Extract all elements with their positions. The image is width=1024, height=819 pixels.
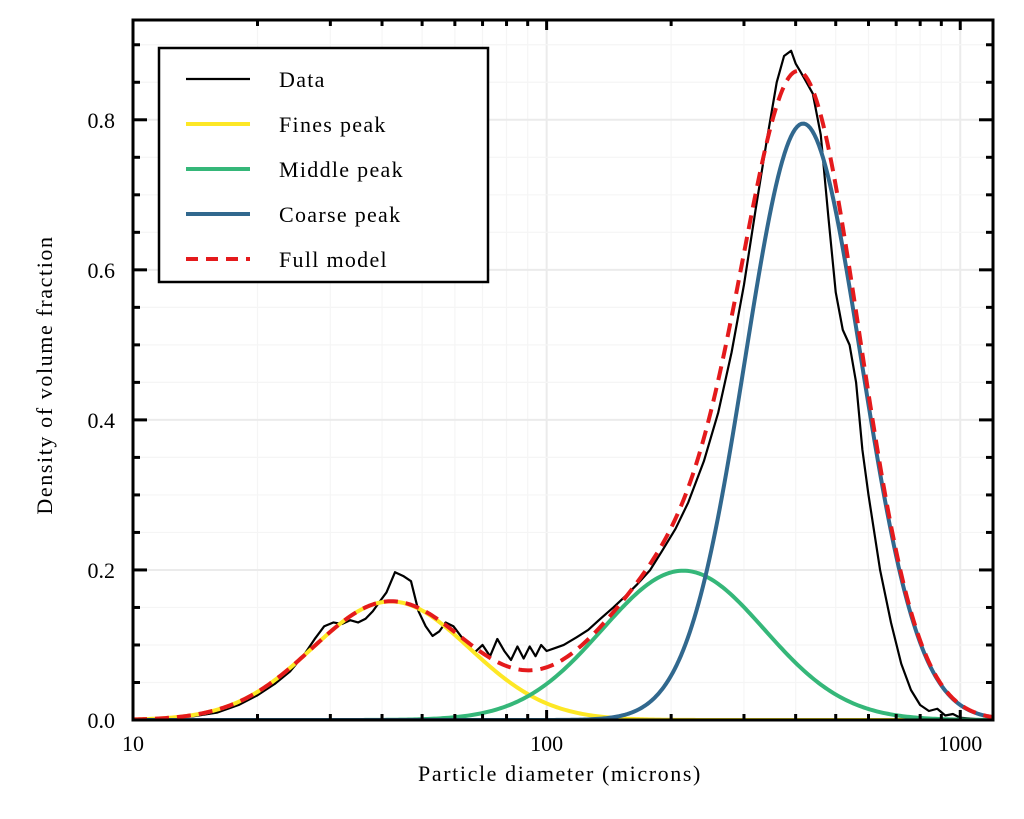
ticks <box>131 20 993 722</box>
series-fines-peak <box>133 599 993 720</box>
legend-label: Data <box>279 67 326 92</box>
y-tick-label: 0.2 <box>88 558 116 583</box>
series-middle-peak <box>133 568 993 720</box>
x-tick-label: 1000 <box>938 731 982 756</box>
legend-box <box>157 46 490 284</box>
legend-label: Middle peak <box>279 157 404 182</box>
series-full-model <box>133 69 993 720</box>
series-data <box>133 49 993 720</box>
tick-labels: 10 100 1000 0.0 0.2 0.4 0.6 0.8 <box>88 108 983 756</box>
legend: Data Fines peak Middle peak Coarse peak Full… <box>157 46 490 284</box>
x-tick-label: 100 <box>530 731 563 756</box>
axes <box>131 18 995 722</box>
y-tick-label: 0.6 <box>88 258 116 283</box>
legend-label: Coarse peak <box>279 202 401 227</box>
y-tick-label: 0.0 <box>88 708 116 733</box>
x-axis-label: Particle diameter (microns) <box>418 761 702 786</box>
x-tick-label: 10 <box>122 731 144 756</box>
y-tick-label: 0.8 <box>88 108 116 133</box>
legend-label: Full model <box>279 247 388 272</box>
y-axis-label: Density of volume fraction <box>32 235 57 514</box>
y-tick-label: 0.4 <box>88 408 116 433</box>
legend-label: Fines peak <box>279 112 387 137</box>
plot-frame <box>131 18 995 722</box>
